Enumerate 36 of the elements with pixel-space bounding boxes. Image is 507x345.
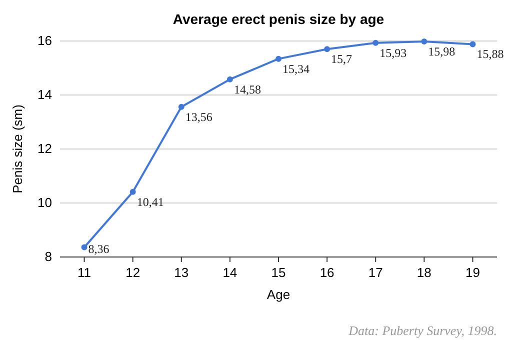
point: [178, 104, 184, 110]
x-axis-title: Age: [266, 287, 290, 302]
y-tick-label: 8: [44, 249, 52, 264]
x-tick-label: 16: [320, 265, 334, 280]
point: [276, 56, 282, 62]
x-tick-label: 14: [222, 265, 238, 280]
text: Data: Puberty Survey, 1998.: [348, 323, 497, 338]
data-label: 15,93: [380, 46, 407, 60]
x-tick-label: 12: [126, 265, 140, 280]
chart-title: Average erect penis size by age: [172, 11, 384, 27]
y-tick-label: 12: [38, 141, 52, 156]
point: [130, 188, 136, 195]
y-axis-title: Penis size (sm): [10, 104, 25, 194]
x-tick-label: 11: [78, 265, 92, 280]
y-tick-label: 16: [38, 33, 52, 48]
y-tick-label: 10: [38, 195, 52, 210]
point: [470, 41, 476, 48]
data-label: 15,7: [331, 52, 352, 66]
point: [324, 46, 330, 52]
data-label: 14,58: [234, 82, 261, 96]
data-label: 15,98: [428, 44, 456, 59]
point: [81, 244, 88, 250]
point: [226, 76, 233, 82]
x-tick-label: 18: [416, 265, 432, 280]
x-tick-label: 19: [465, 265, 480, 280]
data-label: 8,36: [88, 242, 110, 256]
x-tick-label: 13: [174, 265, 189, 280]
data-label: 10,41: [136, 194, 164, 209]
point: [372, 40, 379, 46]
y-tick-label: 14: [38, 87, 52, 102]
x-tick-label: 17: [368, 265, 383, 280]
data-label: 15,34: [282, 62, 310, 76]
x-tick-label: 15: [271, 265, 286, 280]
data-label: 15,88: [476, 47, 504, 62]
point: [421, 38, 428, 45]
data-label: 13,56: [185, 110, 212, 124]
